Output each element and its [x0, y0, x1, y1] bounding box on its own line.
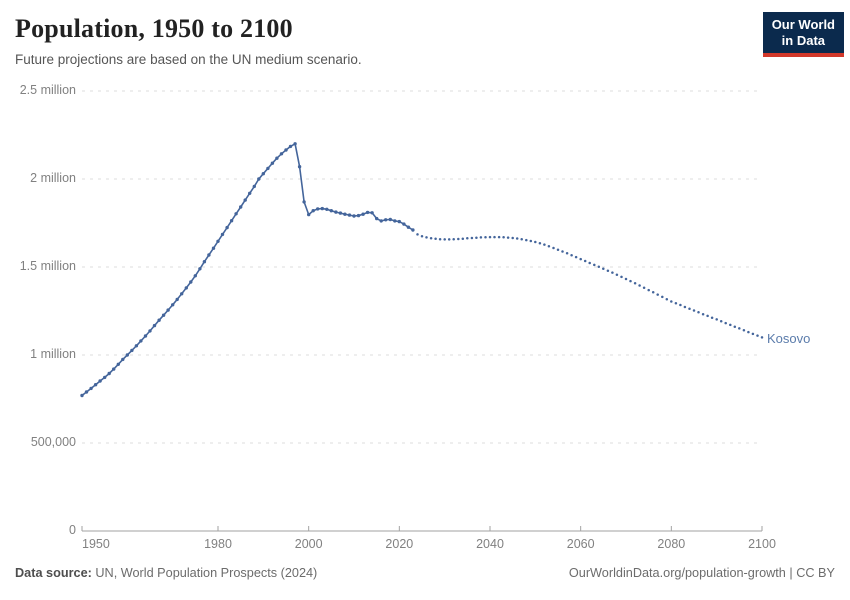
- x-tick-label: 2100: [748, 537, 776, 551]
- chart-footer: Data source: UN, World Population Prospe…: [15, 566, 835, 580]
- x-tick-label: 1980: [204, 537, 232, 551]
- x-tick-label: 2060: [566, 537, 595, 551]
- chart-title: Population, 1950 to 2100: [15, 14, 293, 43]
- owid-logo[interactable]: Our World in Data: [762, 12, 844, 57]
- x-tick-label: 1950: [82, 537, 110, 551]
- entity-label-kosovo[interactable]: Kosovo: [767, 331, 811, 346]
- data-source-text: UN, World Population Prospects (2024): [91, 566, 318, 580]
- x-tick-label: 2040: [476, 537, 504, 551]
- data-source-note: Data source: UN, World Population Prospe…: [15, 566, 317, 580]
- y-tick-label: 2 million: [30, 171, 76, 185]
- credit-link[interactable]: OurWorldinData.org/population-growth | C…: [568, 566, 835, 580]
- x-tick-label: 2020: [385, 537, 414, 551]
- y-tick-label: 500,000: [30, 435, 76, 449]
- data-source-label: Data source:: [15, 566, 92, 580]
- chart-subtitle: Future projections are based on the UN m…: [15, 52, 362, 67]
- y-tick-label: 0: [69, 523, 76, 537]
- y-tick-label: 1 million: [30, 347, 76, 361]
- x-tick-label: 2080: [657, 537, 686, 551]
- owid-logo-line1: Our World: [771, 17, 835, 32]
- owid-logo-line2: in Data: [781, 33, 826, 48]
- y-tick-label: 2.5 million: [19, 83, 76, 97]
- y-tick-label: 1.5 million: [19, 259, 76, 273]
- x-tick-label: 2000: [294, 537, 323, 551]
